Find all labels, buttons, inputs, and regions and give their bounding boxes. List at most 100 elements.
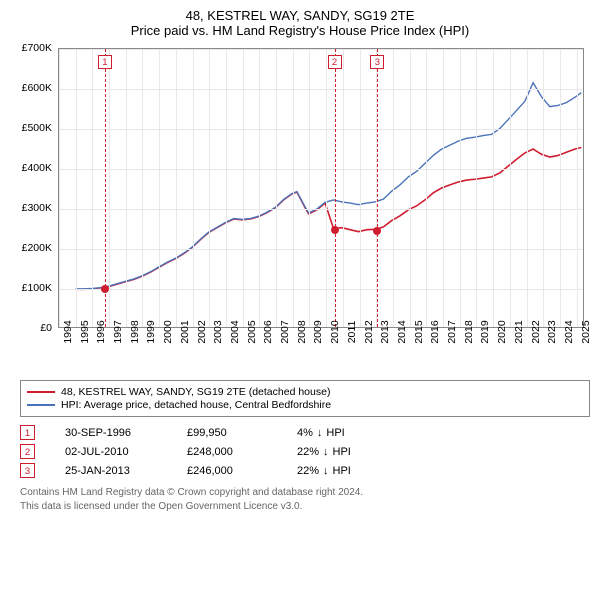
gridline-v — [309, 49, 310, 327]
arrow-down-icon: ↓ — [317, 427, 323, 439]
events-table: 130-SEP-1996£99,9504%↓HPI202-JUL-2010£24… — [20, 425, 590, 478]
gridline-v — [460, 49, 461, 327]
event-num-box: 2 — [20, 444, 35, 459]
y-tick-label: £300K — [22, 202, 52, 214]
x-tick-label: 2000 — [162, 320, 174, 343]
y-axis-labels: £0£100K£200K£300K£400K£500K£600K£700K — [10, 48, 56, 328]
x-tick-label: 2005 — [246, 320, 258, 343]
footnote-line1: Contains HM Land Registry data © Crown c… — [20, 486, 590, 500]
x-tick-label: 2011 — [346, 321, 358, 344]
x-tick-label: 2012 — [363, 320, 375, 343]
event-num-box: 1 — [20, 425, 35, 440]
y-tick-label: £0 — [40, 322, 52, 334]
legend-label: 48, KESTREL WAY, SANDY, SG19 2TE (detach… — [61, 386, 330, 398]
title-address: 48, KESTREL WAY, SANDY, SG19 2TE — [10, 8, 590, 23]
x-tick-label: 2021 — [513, 320, 525, 343]
legend-label: HPI: Average price, detached house, Cent… — [61, 399, 331, 411]
title-block: 48, KESTREL WAY, SANDY, SG19 2TE Price p… — [10, 8, 590, 38]
gridline-v — [493, 49, 494, 327]
event-label-box: 3 — [370, 55, 384, 69]
event-pct: 22% — [297, 446, 319, 458]
event-date: 02-JUL-2010 — [65, 446, 157, 458]
gridline-v — [226, 49, 227, 327]
gridline-v — [92, 49, 93, 327]
series-hpi — [76, 83, 582, 289]
gridline-v — [193, 49, 194, 327]
x-tick-label: 2024 — [563, 320, 575, 343]
y-tick-label: £700K — [22, 42, 52, 54]
y-tick-label: £200K — [22, 242, 52, 254]
legend-swatch — [27, 391, 55, 393]
x-tick-label: 2007 — [279, 320, 291, 343]
x-tick-label: 1994 — [62, 320, 74, 343]
y-tick-label: £100K — [22, 282, 52, 294]
footnote: Contains HM Land Registry data © Crown c… — [20, 486, 590, 513]
gridline-v — [126, 49, 127, 327]
x-tick-label: 2023 — [546, 320, 558, 343]
gridline-v — [410, 49, 411, 327]
x-tick-label: 1999 — [145, 320, 157, 343]
gridline-v — [393, 49, 394, 327]
x-tick-label: 2016 — [429, 320, 441, 343]
x-tick-label: 2010 — [329, 320, 341, 343]
x-tick-label: 2003 — [212, 320, 224, 343]
gridline-h — [59, 289, 583, 290]
chart-area: £0£100K£200K£300K£400K£500K£600K£700K 12… — [10, 44, 590, 374]
event-marker-dot — [331, 226, 339, 234]
x-tick-label: 2018 — [463, 320, 475, 343]
event-price: £246,000 — [187, 465, 267, 477]
event-hpi: 22%↓HPI — [297, 446, 387, 458]
event-hpi-label: HPI — [326, 427, 344, 439]
x-tick-label: 2019 — [479, 320, 491, 343]
gridline-v — [243, 49, 244, 327]
event-row: 2 02-JUL-2010 £248,000 22%↓HPI — [20, 444, 590, 459]
gridline-v — [510, 49, 511, 327]
title-subtitle: Price paid vs. HM Land Registry's House … — [10, 23, 590, 38]
x-tick-label: 2004 — [229, 320, 241, 343]
gridline-v — [527, 49, 528, 327]
line-series-svg — [59, 49, 583, 327]
legend-row: 48, KESTREL WAY, SANDY, SG19 2TE (detach… — [27, 386, 583, 398]
gridline-v — [142, 49, 143, 327]
gridline-v — [259, 49, 260, 327]
event-line — [377, 49, 378, 327]
event-price: £248,000 — [187, 446, 267, 458]
x-tick-label: 1995 — [79, 320, 91, 343]
event-hpi-label: HPI — [333, 465, 351, 477]
event-pct: 22% — [297, 465, 319, 477]
x-tick-label: 2002 — [196, 320, 208, 343]
plot-area: 123 — [58, 48, 584, 328]
gridline-h — [59, 129, 583, 130]
event-date: 30-SEP-1996 — [65, 427, 157, 439]
arrow-down-icon: ↓ — [323, 465, 329, 477]
gridline-v — [76, 49, 77, 327]
event-date: 25-JAN-2013 — [65, 465, 157, 477]
x-tick-label: 1998 — [129, 320, 141, 343]
gridline-v — [209, 49, 210, 327]
y-tick-label: £600K — [22, 82, 52, 94]
legend: 48, KESTREL WAY, SANDY, SG19 2TE (detach… — [20, 380, 590, 417]
event-row: 3 25-JAN-2013 £246,000 22% ↓ HPI — [20, 463, 590, 478]
y-tick-label: £500K — [22, 122, 52, 134]
gridline-v — [443, 49, 444, 327]
gridline-v — [476, 49, 477, 327]
event-num-box: 3 — [20, 463, 35, 478]
event-pct: 4% — [297, 427, 313, 439]
legend-swatch — [27, 404, 55, 406]
y-tick-label: £400K — [22, 162, 52, 174]
gridline-v — [293, 49, 294, 327]
x-tick-label: 2001 — [179, 320, 191, 343]
gridline-v — [343, 49, 344, 327]
x-tick-label: 2008 — [296, 320, 308, 343]
event-label-box: 2 — [328, 55, 342, 69]
event-hpi-label: HPI — [333, 446, 351, 458]
x-tick-label: 2014 — [396, 320, 408, 343]
x-tick-label: 2020 — [496, 320, 508, 343]
event-marker-dot — [101, 285, 109, 293]
event-row: 130-SEP-1996£99,9504%↓HPI — [20, 425, 590, 440]
chart-container: 48, KESTREL WAY, SANDY, SG19 2TE Price p… — [0, 0, 600, 590]
gridline-v — [560, 49, 561, 327]
gridline-v — [159, 49, 160, 327]
gridline-h — [59, 169, 583, 170]
gridline-v — [176, 49, 177, 327]
